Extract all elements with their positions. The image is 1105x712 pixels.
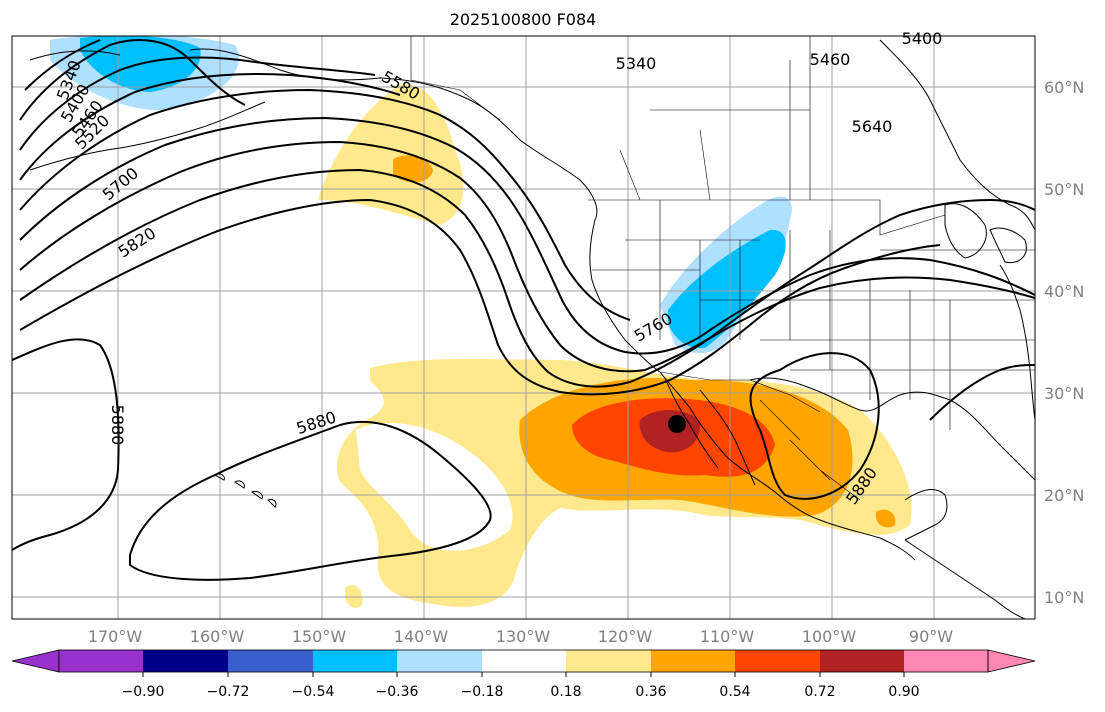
cyan-field-west-us bbox=[668, 229, 786, 349]
mexico-states bbox=[759, 399, 861, 501]
colorbar-extend-right bbox=[987, 649, 1036, 673]
yellow-field-gulf-alaska bbox=[318, 84, 464, 225]
colorbar-tick-label-5: −0.18 bbox=[461, 684, 504, 700]
lat-label-20n: 20°N bbox=[1044, 486, 1084, 505]
colorbar-swatch-10 bbox=[820, 650, 904, 672]
lon-label-120w: 120°W bbox=[598, 627, 653, 646]
colorbar-swatch-11 bbox=[904, 650, 988, 672]
contour-5760 bbox=[19, 168, 1035, 388]
lon-label-150w: 150°W bbox=[292, 627, 347, 646]
shaded-fields bbox=[50, 36, 912, 608]
contour-5880-east bbox=[929, 364, 1035, 421]
latitude-labels: 60°N 50°N 40°N 30°N 20°N 10°N bbox=[1044, 78, 1084, 607]
yellow-spot-pacific bbox=[345, 585, 363, 608]
longitude-labels: 170°W 160°W 150°W 140°W 130°W 120°W 110°… bbox=[88, 627, 953, 646]
colorbar-swatch-2 bbox=[143, 650, 228, 672]
colorbar-ticks bbox=[142, 672, 905, 677]
location-marker-dot bbox=[668, 415, 686, 433]
mexico-border bbox=[659, 371, 821, 413]
lon-label-130w: 130°W bbox=[496, 627, 551, 646]
colorbar-tick-label-4: −0.36 bbox=[376, 684, 419, 700]
white-gap-pacific bbox=[356, 422, 513, 551]
contour-5580 bbox=[19, 88, 631, 321]
alaska-canada-border bbox=[410, 36, 501, 121]
contour-5640 bbox=[19, 116, 1035, 355]
contour-5880-west bbox=[12, 338, 120, 551]
colorbar-swatch-7 bbox=[566, 650, 651, 672]
lon-label-170w: 170°W bbox=[88, 627, 143, 646]
colorbar-swatch-1 bbox=[59, 650, 143, 672]
colorbar-swatch-6 bbox=[482, 650, 566, 672]
orange-field-gulf-alaska bbox=[393, 155, 433, 183]
orange-spot-central-america bbox=[876, 509, 896, 528]
contour-5820 bbox=[19, 198, 941, 396]
lat-label-40n: 40°N bbox=[1044, 282, 1084, 301]
colorbar-swatch-3 bbox=[228, 650, 313, 672]
colorbar-tick-label-7: 0.36 bbox=[635, 684, 666, 700]
contour-5880-east-ring bbox=[749, 352, 880, 500]
colorbar-tick-label-8: 0.54 bbox=[719, 684, 750, 700]
map-title: 2025100800 F084 bbox=[450, 10, 597, 29]
coast-aleutians bbox=[29, 101, 266, 171]
height-contours bbox=[12, 39, 1035, 581]
contour-label-5340-b: 5340 bbox=[616, 54, 657, 73]
contour-label-5880-west: 5880 bbox=[108, 405, 127, 446]
lon-label-90w: 90°W bbox=[909, 627, 953, 646]
lon-label-110w: 110°W bbox=[700, 627, 755, 646]
map-area bbox=[12, 36, 1035, 619]
lat-label-50n: 50°N bbox=[1044, 180, 1084, 199]
contour-label-5460-b: 5460 bbox=[810, 50, 851, 69]
colorbar-swatch-5 bbox=[397, 650, 482, 672]
coast-gulf-mexico bbox=[749, 377, 1035, 481]
colorbar-swatch-4 bbox=[313, 650, 397, 672]
colorbar-tick-label-1: −0.90 bbox=[122, 684, 165, 700]
coast-yucatan bbox=[904, 489, 948, 541]
contour-5520-west bbox=[19, 72, 401, 181]
lat-label-60n: 60°N bbox=[1044, 78, 1084, 97]
political-boundaries bbox=[410, 36, 1035, 501]
colorbar-frame bbox=[58, 649, 989, 673]
coast-hudson bbox=[879, 39, 1035, 231]
colorbar-tick-label-2: −0.72 bbox=[207, 684, 250, 700]
contour-5880-pacific bbox=[129, 420, 492, 581]
contour-5340-west bbox=[24, 39, 101, 91]
colorbar-tick-label-3: −0.54 bbox=[292, 684, 335, 700]
contour-label-5400-b: 5400 bbox=[902, 29, 943, 48]
canadian-provinces bbox=[619, 36, 811, 201]
lon-label-140w: 140°W bbox=[394, 627, 449, 646]
coast-central-america bbox=[904, 539, 1026, 619]
colorbar-swatch-9 bbox=[735, 650, 820, 672]
colorbar: −0.90 −0.72 −0.54 −0.36 −0.18 0.18 0.36 … bbox=[11, 649, 1036, 700]
contour-5700 bbox=[19, 140, 1035, 373]
lon-label-160w: 160°W bbox=[190, 627, 245, 646]
colorbar-tick-label-6: 0.18 bbox=[550, 684, 581, 700]
map-frame bbox=[11, 35, 1036, 620]
colorbar-tick-label-10: 0.90 bbox=[888, 684, 919, 700]
contour-label-5640: 5640 bbox=[852, 117, 893, 136]
coast-hawaii bbox=[213, 473, 277, 508]
contour-5400-west bbox=[19, 39, 246, 121]
coast-great-lakes bbox=[944, 203, 1027, 264]
lon-label-100w: 100°W bbox=[802, 627, 857, 646]
colorbar-tick-label-9: 0.72 bbox=[804, 684, 835, 700]
lat-label-10n: 10°N bbox=[1044, 588, 1084, 607]
colorbar-extend-left bbox=[11, 649, 60, 673]
us-states bbox=[592, 200, 1035, 430]
lat-label-30n: 30°N bbox=[1044, 384, 1084, 403]
colorbar-swatch-8 bbox=[651, 650, 735, 672]
contour-5460-west bbox=[19, 56, 376, 151]
coast-baja bbox=[664, 377, 756, 486]
